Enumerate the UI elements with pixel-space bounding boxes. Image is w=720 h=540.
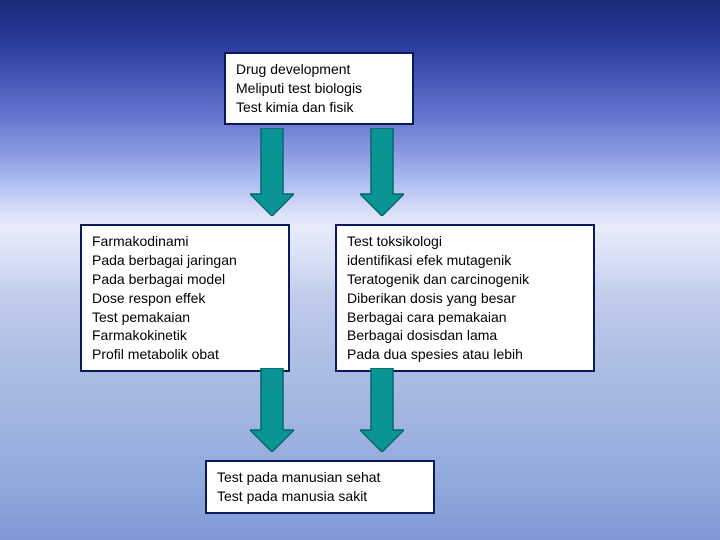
node-right-line-3: Teratogenik dan carcinogenik — [347, 270, 583, 289]
node-right-line-1: Test toksikologi — [347, 232, 583, 251]
node-top-line-3: Test kimia dan fisik — [236, 98, 402, 117]
node-top: Drug development Meliputi test biologis … — [224, 52, 414, 125]
node-right: Test toksikologi identifikasi efek mutag… — [335, 224, 595, 372]
node-left-line-7: Profil metabolik obat — [92, 345, 278, 364]
node-bottom: Test pada manusian sehat Test pada manus… — [205, 460, 435, 514]
node-left: Farmakodinami Pada berbagai jaringan Pad… — [80, 224, 290, 372]
node-right-line-4: Diberikan dosis yang besar — [347, 289, 583, 308]
node-right-line-5: Berbagai cara pemakaian — [347, 308, 583, 327]
node-left-line-6: Farmakokinetik — [92, 326, 278, 345]
node-right-line-2: identifikasi efek mutagenik — [347, 251, 583, 270]
arrow-left-to-bottom — [250, 368, 294, 452]
node-top-line-1: Drug development — [236, 60, 402, 79]
arrow-right-to-bottom — [360, 368, 404, 452]
arrow-top-to-left — [250, 128, 294, 216]
node-left-line-2: Pada berbagai jaringan — [92, 251, 278, 270]
node-left-line-5: Test pemakaian — [92, 308, 278, 327]
node-bottom-line-1: Test pada manusian sehat — [217, 468, 423, 487]
node-left-line-4: Dose respon effek — [92, 289, 278, 308]
node-top-line-2: Meliputi test biologis — [236, 79, 402, 98]
node-right-line-6: Berbagai dosisdan lama — [347, 326, 583, 345]
node-left-line-1: Farmakodinami — [92, 232, 278, 251]
node-left-line-3: Pada berbagai model — [92, 270, 278, 289]
node-bottom-line-2: Test pada manusia sakit — [217, 487, 423, 506]
node-right-line-7: Pada dua spesies atau lebih — [347, 345, 583, 364]
arrow-top-to-right — [360, 128, 404, 216]
